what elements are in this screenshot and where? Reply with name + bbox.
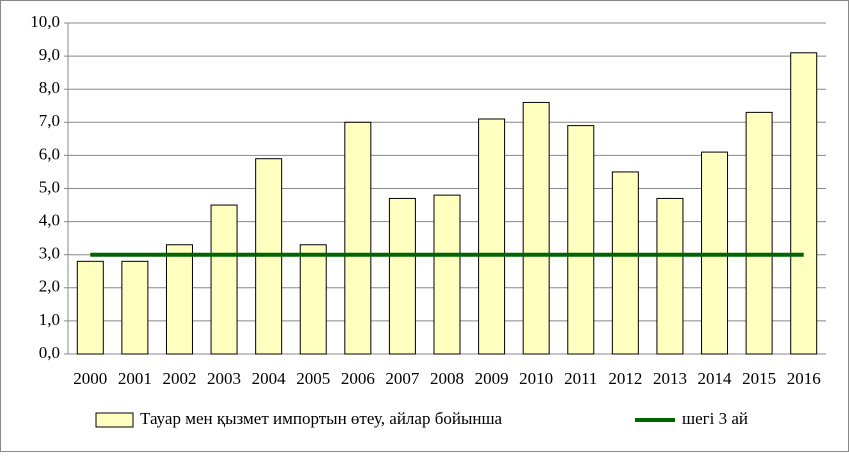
- y-tick-label: 2,0: [39, 277, 60, 296]
- y-tick-label: 8,0: [39, 78, 60, 97]
- x-tick-label: 2008: [430, 369, 464, 388]
- x-tick-label: 2014: [698, 369, 733, 388]
- x-tick-label: 2004: [252, 369, 287, 388]
- x-tick-label: 2009: [475, 369, 509, 388]
- x-tick-label: 2003: [207, 369, 241, 388]
- y-tick-label: 5,0: [39, 177, 60, 196]
- y-tick-label: 0,0: [39, 343, 60, 362]
- bar: [433, 194, 461, 355]
- bar: [121, 260, 149, 355]
- y-tick-label: 10,0: [30, 12, 60, 31]
- x-tick-label: 2011: [564, 369, 597, 388]
- bar: [478, 118, 506, 355]
- bar: [656, 197, 684, 355]
- x-tick-label: 2015: [742, 369, 776, 388]
- bar: [790, 52, 818, 355]
- x-tick-label: 2013: [653, 369, 687, 388]
- bar: [388, 197, 416, 355]
- x-tick-label: 2000: [73, 369, 107, 388]
- bar: [344, 121, 372, 355]
- bar: [611, 171, 639, 355]
- bar: [76, 260, 104, 355]
- bar: [165, 244, 193, 355]
- bar: [745, 111, 773, 355]
- y-tick-label: 1,0: [39, 310, 60, 329]
- x-tick-label: 2001: [118, 369, 152, 388]
- x-tick-label: 2006: [341, 369, 375, 388]
- y-tick-label: 4,0: [39, 211, 60, 230]
- bar: [299, 244, 327, 355]
- bar: [210, 204, 238, 355]
- y-tick-label: 6,0: [39, 144, 60, 163]
- x-tick-label: 2005: [296, 369, 330, 388]
- legend-label: Тауар мен қызмет импортын өтеу, айлар бо…: [140, 409, 503, 428]
- x-tick-label: 2002: [162, 369, 196, 388]
- x-tick-label: 2007: [385, 369, 420, 388]
- x-tick-label: 2016: [787, 369, 821, 388]
- x-tick-label: 2012: [608, 369, 642, 388]
- legend-swatch: [95, 412, 134, 428]
- y-tick-label: 7,0: [39, 111, 60, 130]
- x-tick-label: 2010: [519, 369, 553, 388]
- bar: [522, 101, 550, 355]
- y-tick-label: 9,0: [39, 45, 60, 64]
- bar: [567, 125, 595, 355]
- legend-label: шегі 3 ай: [682, 409, 748, 428]
- y-tick-label: 3,0: [39, 244, 60, 263]
